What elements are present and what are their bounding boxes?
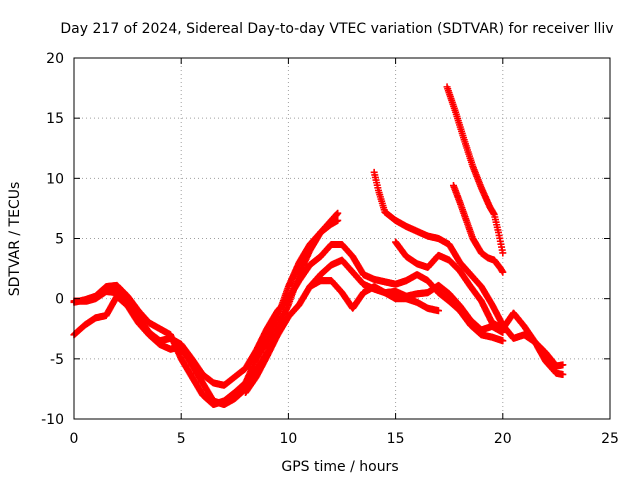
data-point — [334, 216, 342, 224]
data-point — [334, 209, 342, 217]
data-marks — [70, 83, 567, 409]
x-tick-label: 15 — [387, 431, 405, 447]
data-point — [499, 249, 507, 257]
x-tick-label: 25 — [601, 431, 619, 447]
data-point — [559, 370, 567, 378]
x-tick-label: 20 — [494, 431, 512, 447]
series-arc-6 — [370, 168, 567, 370]
series-arc-4 — [242, 256, 507, 397]
y-tick-label: 5 — [55, 232, 64, 248]
y-tick-label: 10 — [46, 171, 64, 187]
x-tick-label: 0 — [70, 431, 79, 447]
y-tick-label: 20 — [46, 51, 64, 67]
data-point — [559, 361, 567, 369]
y-tick-label: 0 — [55, 292, 64, 308]
series-arc-9 — [449, 182, 507, 276]
chart-title: Day 217 of 2024, Sidereal Day-to-day VTE… — [60, 21, 613, 37]
axis-ticks: 0 5 10 15 20 25 — [70, 57, 619, 447]
series-arc-8 — [443, 83, 507, 257]
x-axis-label: GPS time / hours — [281, 459, 398, 475]
y-tick-label: -5 — [50, 352, 64, 368]
y-tick-label: 15 — [46, 111, 64, 127]
series-arc-7 — [392, 238, 567, 378]
data-point — [499, 268, 507, 276]
y-tick-label: -10 — [41, 412, 64, 428]
data-point — [499, 337, 507, 345]
x-tick-label: 10 — [279, 431, 297, 447]
series-arc-5 — [306, 277, 442, 315]
y-axis-label: SDTVAR / TECUs — [7, 182, 23, 297]
data-point — [434, 307, 442, 315]
grid — [74, 58, 610, 419]
x-tick-label: 5 — [177, 431, 186, 447]
